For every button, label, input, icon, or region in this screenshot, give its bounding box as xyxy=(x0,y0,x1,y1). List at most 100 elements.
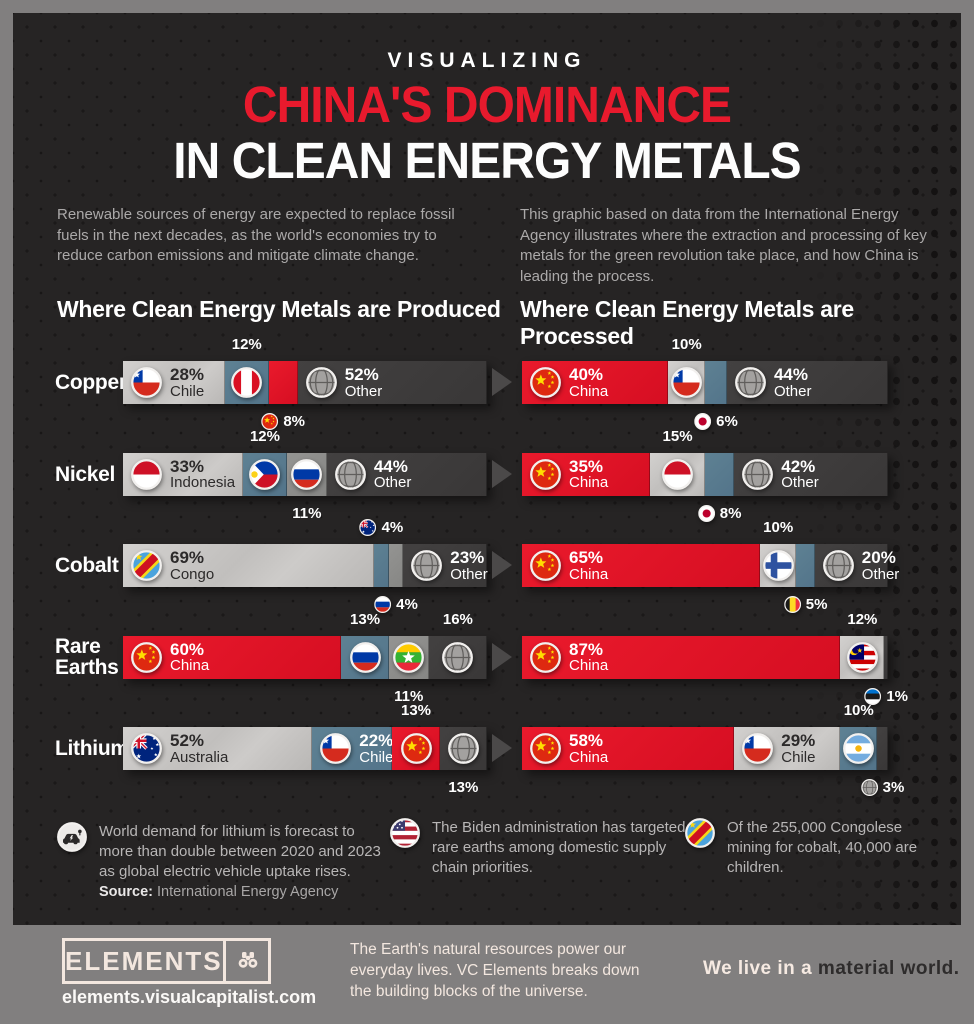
bar-segment-china: 58% China xyxy=(522,727,735,770)
metals-chart: Copper 28% Chile 52% Other 12% 8% 40% China 44% Ot… xyxy=(13,336,961,798)
usa-flag-icon xyxy=(390,818,420,848)
produced-bar: 33% Indonesia 44% Other 12% 11% xyxy=(123,428,487,522)
congo-flag-icon xyxy=(131,550,162,581)
metal-row-lithium: Lithium 52% Australia 22% Chile 13% 13% 58% Chin… xyxy=(13,702,961,798)
kicker-text: VISUALIZING xyxy=(387,49,587,72)
processed-column-heading: Where Clean Energy Metals are Processed xyxy=(520,296,854,349)
globe-flag-icon xyxy=(860,779,878,796)
segment-label-russia: 13% xyxy=(350,610,381,628)
metal-row-rare-earths: Rare Earths 60% China 13% 11% 16% 87% China 12% 1… xyxy=(13,611,961,707)
bar-segment-chile: 29% Chile xyxy=(734,727,841,770)
bar-segment-finland xyxy=(759,544,797,587)
note-congo-children: Of the 255,000 Congolese mining for coba… xyxy=(685,818,935,878)
bar-segment-chile: 22% Chile xyxy=(312,727,393,770)
bar-segment-russia xyxy=(286,452,327,496)
segment-label-russia: 11% xyxy=(292,504,322,522)
note-biden-rare-earths: The Biden administration has targeted ra… xyxy=(390,818,690,878)
bar-segment-chile xyxy=(668,361,705,404)
bar-segment-china: 87% China xyxy=(522,635,841,679)
china-flag-icon xyxy=(530,550,561,581)
processed-bar: 35% China 42% Other 15% 8% xyxy=(522,428,888,522)
arrow-right-icon xyxy=(492,551,512,579)
footer-tagline: The Earth's natural resources power our … xyxy=(350,941,640,1000)
arrow-right-icon xyxy=(492,734,512,762)
japan-flag-icon xyxy=(694,413,712,430)
bar-segment-chile: 28% Chile xyxy=(123,361,225,404)
metal-row-cobalt: Cobalt 69% Congo 23% Other 4% 4% 65% China 20% Oth… xyxy=(13,519,961,615)
segment-label-belgium: 5% xyxy=(783,596,827,613)
indonesia-flag-icon xyxy=(662,458,693,490)
globe-flag-icon xyxy=(447,733,479,764)
binoculars-icon xyxy=(222,941,270,981)
bar-segment-china: 60% China xyxy=(123,635,342,679)
segment-label-estonia: 1% xyxy=(864,688,908,705)
chile-flag-icon xyxy=(131,367,162,398)
china-flag-icon xyxy=(530,367,561,398)
peru-flag-icon xyxy=(231,367,263,398)
drc-flag-icon xyxy=(685,818,715,848)
produced-bar: 28% Chile 52% Other 12% 8% xyxy=(123,336,487,430)
slogan-dark-part: material world. xyxy=(817,958,960,979)
bar-segment-estonia xyxy=(884,635,888,679)
bar-segment-indonesia: 33% Indonesia xyxy=(123,452,244,496)
website-url[interactable]: elements.visualcapitalist.com xyxy=(62,987,317,1007)
segment-label-russia: 4% xyxy=(374,596,418,613)
produced-bar: 60% China 13% 11% 16% xyxy=(123,611,487,705)
globe-flag-icon xyxy=(442,641,474,673)
bar-segment-other: 23% Other xyxy=(403,544,488,587)
metal-row-copper: Copper 28% Chile 52% Other 12% 8% 40% China 44% Ot… xyxy=(13,336,961,432)
estonia-flag-icon xyxy=(864,687,882,705)
bar-segment-other xyxy=(439,727,487,770)
bar-segment-china xyxy=(392,727,440,770)
source-name: International Energy Agency xyxy=(157,884,339,900)
australia-flag-icon xyxy=(131,733,162,764)
russia-flag-icon xyxy=(349,641,381,673)
bar-segment-congo: 69% Congo xyxy=(123,544,375,587)
bar-segment-other: 52% Other xyxy=(297,361,487,404)
produced-bar: 52% Australia 22% Chile 13% 13% xyxy=(123,702,487,796)
globe-flag-icon xyxy=(742,458,774,490)
bar-segment-other xyxy=(428,635,487,679)
elements-logo: ELEMENTS xyxy=(62,938,271,984)
segment-label-other: 13% xyxy=(448,779,479,796)
china-flag-icon xyxy=(400,733,432,764)
globe-flag-icon xyxy=(735,367,766,398)
segment-label-australia: 4% xyxy=(359,519,403,536)
segment-label-indonesia: 15% xyxy=(662,427,693,445)
globe-flag-icon xyxy=(822,550,854,581)
segment-label-chile: 10% xyxy=(671,336,702,353)
bar-segment-other xyxy=(876,727,888,770)
segment-label-philippines: 12% xyxy=(249,427,280,445)
bar-segment-indonesia xyxy=(650,452,705,496)
metal-label: Copper xyxy=(55,371,127,394)
bar-segment-other: 44% Other xyxy=(726,361,888,404)
produced-column-heading: Where Clean Energy Metals are Produced xyxy=(57,296,501,322)
metal-label: Lithium xyxy=(55,737,129,760)
processed-bar: 65% China 20% Other 10% 5% xyxy=(522,519,899,613)
china-flag-icon xyxy=(530,458,561,490)
note-text: The Biden administration has targeted ra… xyxy=(432,819,686,876)
segment-label-china: 8% xyxy=(261,413,305,430)
bar-segment-belgium xyxy=(796,544,815,587)
footnotes: World demand for lithium is forecast to … xyxy=(13,818,961,918)
processed-bar: 40% China 44% Other 10% 6% xyxy=(522,336,888,430)
bar-segment-myanmar xyxy=(388,635,429,679)
segment-label-other: 3% xyxy=(860,779,904,796)
bar-segment-other: 42% Other xyxy=(734,452,888,496)
globe-flag-icon xyxy=(305,367,337,398)
note-text: World demand for lithium is forecast to … xyxy=(99,823,381,880)
ev-car-icon xyxy=(57,822,87,852)
australia-flag-icon xyxy=(359,519,377,536)
globe-flag-icon xyxy=(411,550,443,581)
note-text: Of the 255,000 Congolese mining for coba… xyxy=(727,819,918,876)
bar-segment-russia xyxy=(388,544,404,587)
intro-paragraph-left: Renewable sources of energy are expected… xyxy=(57,206,455,265)
malaysia-flag-icon xyxy=(846,641,878,673)
segment-label-china: 13% xyxy=(401,702,432,719)
usa-flag-icon xyxy=(390,818,420,848)
segment-label-japan: 6% xyxy=(694,413,738,430)
source-label: Source: xyxy=(99,884,153,900)
metal-label: Nickel xyxy=(55,462,116,486)
indonesia-flag-icon xyxy=(131,458,162,490)
globe-flag-icon xyxy=(334,458,366,490)
